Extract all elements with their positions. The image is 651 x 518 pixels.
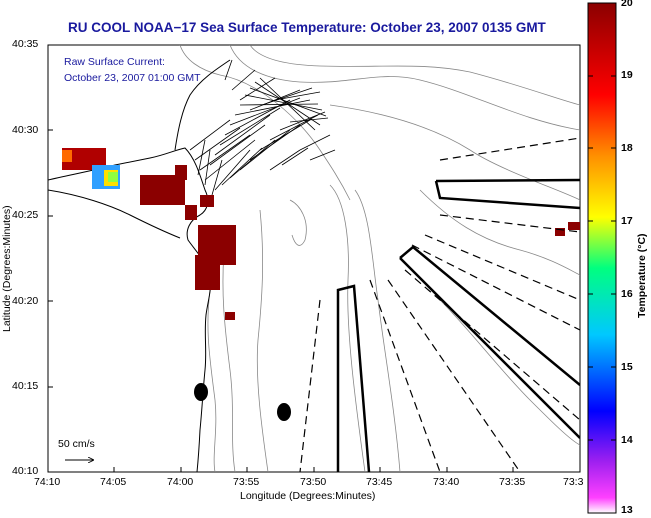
station-marker xyxy=(277,403,291,421)
colorbar-tick-marks xyxy=(588,75,616,441)
x-tick-label: 73:55 xyxy=(233,476,260,488)
colorbar-tick-label: 20 xyxy=(621,0,633,9)
colorbar-tick-label: 14 xyxy=(621,434,633,446)
y-axis-label: Latitude (Degrees:Minutes) xyxy=(1,205,13,332)
colorbar-tick-label: 13 xyxy=(621,504,633,516)
colorbar xyxy=(587,2,617,514)
current-date-label: October 23, 2007 01:00 GMT xyxy=(64,72,201,84)
axis-tick-marks xyxy=(47,129,514,472)
map-plot-area xyxy=(47,44,581,473)
x-tick-label: 74:10 xyxy=(34,476,61,488)
colorbar-tick-label: 15 xyxy=(621,361,633,373)
colorbar-tick-label: 18 xyxy=(621,142,633,154)
x-tick-label: 73:50 xyxy=(300,476,327,488)
scale-label: 50 cm/s xyxy=(58,438,95,450)
x-tick-label: 73:3 xyxy=(563,476,584,488)
x-tick-label: 73:35 xyxy=(499,476,526,488)
y-tick-label: 40:25 xyxy=(12,209,39,221)
colorbar-tick-label: 19 xyxy=(621,69,633,81)
dashed-lanes xyxy=(299,137,580,472)
x-tick-label: 73:45 xyxy=(366,476,393,488)
colorbar-tick-label: 17 xyxy=(621,215,633,227)
coastline xyxy=(48,147,211,472)
x-tick-label: 74:00 xyxy=(167,476,194,488)
colorbar-tick-label: 16 xyxy=(621,288,633,300)
map-title: RU COOL NOAA−17 Sea Surface Temperature:… xyxy=(68,20,546,35)
station-marker xyxy=(194,383,208,401)
colorbar-label: Temperature (°C) xyxy=(636,233,648,318)
x-tick-label: 74:05 xyxy=(100,476,127,488)
x-axis-label: Longitude (Degrees:Minutes) xyxy=(240,490,376,502)
x-tick-label: 73:40 xyxy=(433,476,460,488)
surface-current-vectors xyxy=(189,59,336,196)
y-tick-label: 40:35 xyxy=(12,38,39,50)
current-label: Raw Surface Current: xyxy=(64,56,165,68)
y-tick-label: 40:15 xyxy=(12,380,39,392)
y-tick-label: 40:20 xyxy=(12,295,39,307)
sst-pixels xyxy=(62,148,580,320)
y-tick-label: 40:30 xyxy=(12,124,39,136)
y-tick-label: 40:10 xyxy=(12,465,39,477)
shipping-lanes xyxy=(336,178,580,472)
